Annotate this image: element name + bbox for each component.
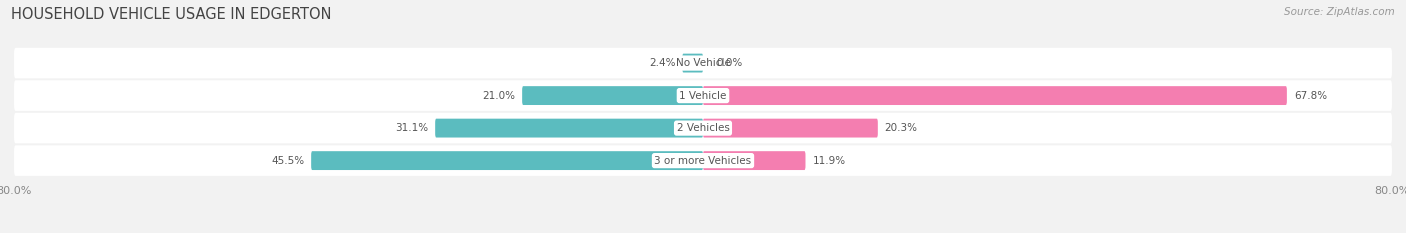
Text: 20.3%: 20.3% <box>884 123 918 133</box>
FancyBboxPatch shape <box>14 113 1392 143</box>
FancyBboxPatch shape <box>14 48 1392 78</box>
Text: 2.4%: 2.4% <box>650 58 675 68</box>
FancyBboxPatch shape <box>436 119 703 137</box>
Text: 21.0%: 21.0% <box>482 91 515 101</box>
FancyBboxPatch shape <box>14 80 1392 111</box>
Text: 1 Vehicle: 1 Vehicle <box>679 91 727 101</box>
Text: 3 or more Vehicles: 3 or more Vehicles <box>654 156 752 166</box>
FancyBboxPatch shape <box>311 151 703 170</box>
Text: 0.0%: 0.0% <box>716 58 742 68</box>
Text: Source: ZipAtlas.com: Source: ZipAtlas.com <box>1284 7 1395 17</box>
Text: 2 Vehicles: 2 Vehicles <box>676 123 730 133</box>
FancyBboxPatch shape <box>703 119 877 137</box>
Text: 45.5%: 45.5% <box>271 156 304 166</box>
Text: No Vehicle: No Vehicle <box>675 58 731 68</box>
FancyBboxPatch shape <box>703 151 806 170</box>
FancyBboxPatch shape <box>522 86 703 105</box>
FancyBboxPatch shape <box>682 54 703 72</box>
Text: 11.9%: 11.9% <box>813 156 845 166</box>
Text: 67.8%: 67.8% <box>1294 91 1327 101</box>
FancyBboxPatch shape <box>14 145 1392 176</box>
Text: 31.1%: 31.1% <box>395 123 429 133</box>
FancyBboxPatch shape <box>703 86 1286 105</box>
Text: HOUSEHOLD VEHICLE USAGE IN EDGERTON: HOUSEHOLD VEHICLE USAGE IN EDGERTON <box>11 7 332 22</box>
